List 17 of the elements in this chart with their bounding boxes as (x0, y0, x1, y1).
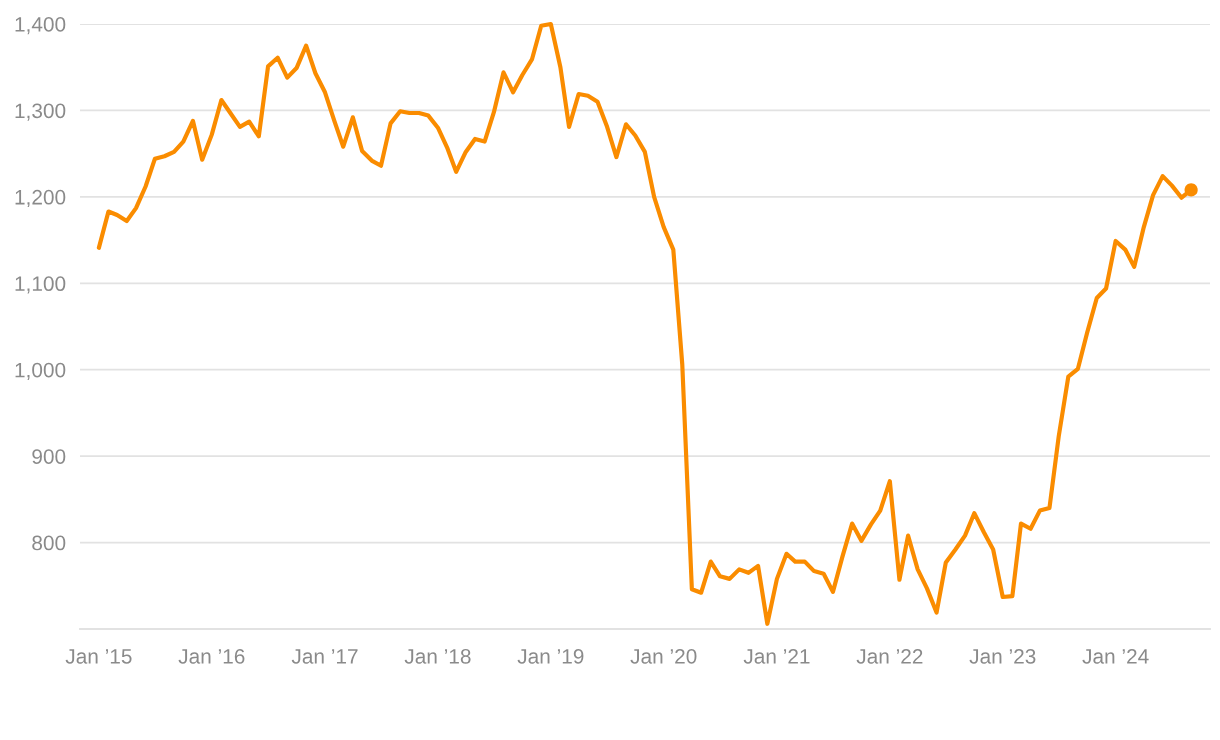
y-tick-label: 1,100 (15, 276, 66, 294)
x-tick-label: Jan ’23 (969, 648, 1036, 664)
x-tick-label: Jan ’20 (630, 648, 697, 664)
y-tick-label: 1,200 (15, 189, 66, 208)
y-tick-label: 900 (32, 449, 66, 464)
y-tick-label: 1,300 (15, 103, 66, 121)
x-tick-label: Jan ’16 (178, 648, 245, 664)
y-tick-label: 1,000 (15, 362, 66, 380)
x-tick-label: Jan ’19 (517, 648, 584, 664)
y-tick-label: 800 (32, 535, 66, 551)
x-tick-label: Jan ’22 (856, 648, 923, 664)
x-tick-label: Jan ’18 (404, 648, 471, 664)
x-tick-label: Jan ’21 (743, 648, 810, 664)
x-tick-label: Jan ’15 (65, 649, 132, 664)
x-tick-label: Jan ’24 (1082, 648, 1149, 664)
y-tick-label: 1,400 (15, 17, 66, 35)
x-tick-label: Jan ’17 (291, 649, 358, 664)
